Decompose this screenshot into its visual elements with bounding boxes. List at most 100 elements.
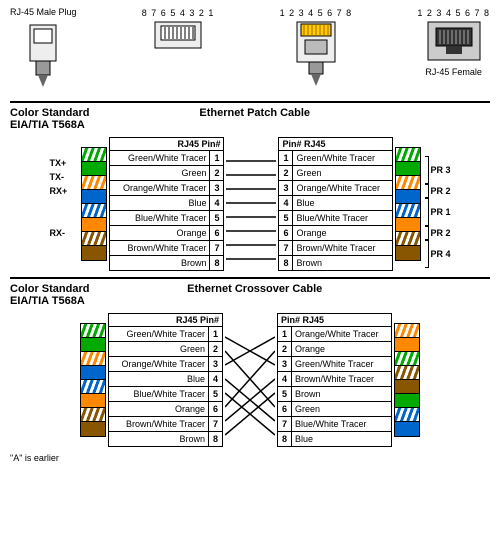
section1-titles: Color Standard EIA/TIA T568A Ethernet Pa… bbox=[10, 107, 490, 131]
patch-cable-diagram: TX+TX-RX+RX- RJ45 Pin# Green/White Trace… bbox=[10, 137, 490, 271]
color-swatch bbox=[395, 324, 419, 338]
std1-line1: Color Standard bbox=[10, 107, 89, 119]
male-plug-icon bbox=[26, 21, 60, 91]
divider-2 bbox=[10, 277, 490, 279]
pair-labels: PR 3PR 2PR 1PR 2PR 4 bbox=[425, 140, 450, 268]
table-row: 4Brown/White Tracer bbox=[278, 372, 392, 387]
wire-name: Brown bbox=[292, 387, 392, 402]
table-row: Blue/White Tracer5 bbox=[109, 387, 223, 402]
table-row: Brown/White Tracer7 bbox=[109, 417, 223, 432]
wire-name: Green/White Tracer bbox=[293, 151, 393, 166]
wire-name: Orange/White Tracer bbox=[292, 327, 392, 342]
wire-name: Orange bbox=[293, 226, 393, 241]
pair-label: PR 2 bbox=[425, 184, 450, 198]
patch-title: Ethernet Patch Cable bbox=[89, 107, 420, 131]
pin-num: 7 bbox=[209, 417, 223, 432]
wire-name: Blue bbox=[110, 196, 210, 211]
table-row: Green2 bbox=[109, 342, 223, 357]
pin-num: 5 bbox=[278, 387, 292, 402]
table-row: Blue/White Tracer5 bbox=[110, 211, 224, 226]
wire-name: Blue bbox=[293, 196, 393, 211]
color-swatch bbox=[82, 148, 106, 162]
color-swatch bbox=[81, 394, 105, 408]
table-row: Green2 bbox=[110, 166, 224, 181]
std2-line1: Color Standard bbox=[10, 283, 89, 295]
color-swatch bbox=[396, 218, 420, 232]
pin-numbers-fwd-1: 1 2 3 4 5 6 7 8 bbox=[280, 8, 353, 18]
color-swatch bbox=[82, 190, 106, 204]
hdr-1r: Pin# RJ45 bbox=[279, 138, 393, 151]
pin-num: 4 bbox=[279, 196, 293, 211]
table-row: Brown8 bbox=[110, 256, 224, 271]
pin-num: 1 bbox=[209, 327, 223, 342]
wire-name: Green/White Tracer bbox=[292, 357, 392, 372]
pin-numbers-fwd-2: 1 2 3 4 5 6 7 8 bbox=[417, 8, 490, 18]
signal-label bbox=[49, 254, 79, 268]
table-row: 7Blue/White Tracer bbox=[278, 417, 392, 432]
swatch-col-1r bbox=[395, 147, 421, 261]
color-swatch bbox=[82, 232, 106, 246]
swatch-col-2r bbox=[394, 323, 420, 437]
crossover-title: Ethernet Crossover Cable bbox=[89, 283, 420, 307]
pin-num: 2 bbox=[209, 342, 223, 357]
wire-name: Blue bbox=[292, 432, 392, 447]
pin-num: 6 bbox=[278, 402, 292, 417]
table-2-right: Pin# RJ45 1Orange/White Tracer2Orange3Gr… bbox=[277, 313, 392, 447]
plug-gold-icon bbox=[291, 20, 341, 90]
table-row: 5Blue/White Tracer bbox=[279, 211, 393, 226]
pin-num: 3 bbox=[279, 181, 293, 196]
swatch-col-2l bbox=[80, 323, 106, 437]
color-swatch bbox=[82, 162, 106, 176]
page: RJ-45 Male Plug 8 7 6 5 4 3 2 1 bbox=[0, 0, 500, 471]
pair-label: PR 2 bbox=[425, 226, 450, 240]
signal-label bbox=[49, 198, 79, 212]
table-row: 3Orange/White Tracer bbox=[279, 181, 393, 196]
patch-connections bbox=[226, 140, 276, 268]
female-jack-icon bbox=[426, 20, 482, 64]
pin-num: 1 bbox=[279, 151, 293, 166]
table-row: 1Green/White Tracer bbox=[279, 151, 393, 166]
pin-num: 8 bbox=[279, 256, 293, 271]
pin-num: 2 bbox=[210, 166, 224, 181]
color-swatch bbox=[82, 176, 106, 190]
connector-row: RJ-45 Male Plug 8 7 6 5 4 3 2 1 bbox=[10, 8, 490, 91]
pin-num: 8 bbox=[209, 432, 223, 447]
hdr-2l: RJ45 Pin# bbox=[109, 314, 223, 327]
table-row: Orange6 bbox=[109, 402, 223, 417]
color-swatch bbox=[395, 352, 419, 366]
color-swatch bbox=[396, 246, 420, 260]
pin-num: 6 bbox=[210, 226, 224, 241]
table-row: 2Green bbox=[279, 166, 393, 181]
rj45-top-view-1: 8 7 6 5 4 3 2 1 bbox=[142, 8, 215, 56]
pin-num: 3 bbox=[278, 357, 292, 372]
swatch-col-1l bbox=[81, 147, 107, 261]
color-swatch bbox=[396, 204, 420, 218]
pin-num: 4 bbox=[209, 372, 223, 387]
table-row: 5Brown bbox=[278, 387, 392, 402]
pin-numbers-rev: 8 7 6 5 4 3 2 1 bbox=[142, 8, 215, 18]
table-row: Green/White Tracer1 bbox=[109, 327, 223, 342]
table-row: Orange6 bbox=[110, 226, 224, 241]
color-swatch bbox=[81, 352, 105, 366]
wire-name: Green bbox=[293, 166, 393, 181]
pin-num: 6 bbox=[209, 402, 223, 417]
hdr-2r: Pin# RJ45 bbox=[278, 314, 392, 327]
wire-name: Orange/White Tracer bbox=[293, 181, 393, 196]
female-label: RJ-45 Female bbox=[425, 67, 482, 77]
pin-num: 5 bbox=[279, 211, 293, 226]
signal-label bbox=[49, 240, 79, 254]
pin-num: 2 bbox=[279, 166, 293, 181]
color-swatch bbox=[395, 380, 419, 394]
divider-1 bbox=[10, 101, 490, 103]
pin-num: 4 bbox=[278, 372, 292, 387]
color-swatch bbox=[395, 394, 419, 408]
table-row: Brown/White Tracer7 bbox=[110, 241, 224, 256]
wire-name: Brown/White Tracer bbox=[109, 417, 209, 432]
color-swatch bbox=[81, 380, 105, 394]
wire-name: Orange/White Tracer bbox=[110, 181, 210, 196]
table-row: Blue4 bbox=[109, 372, 223, 387]
color-swatch bbox=[396, 148, 420, 162]
std1-line2: EIA/TIA T568A bbox=[10, 119, 89, 131]
color-swatch bbox=[81, 338, 105, 352]
color-swatch bbox=[81, 366, 105, 380]
